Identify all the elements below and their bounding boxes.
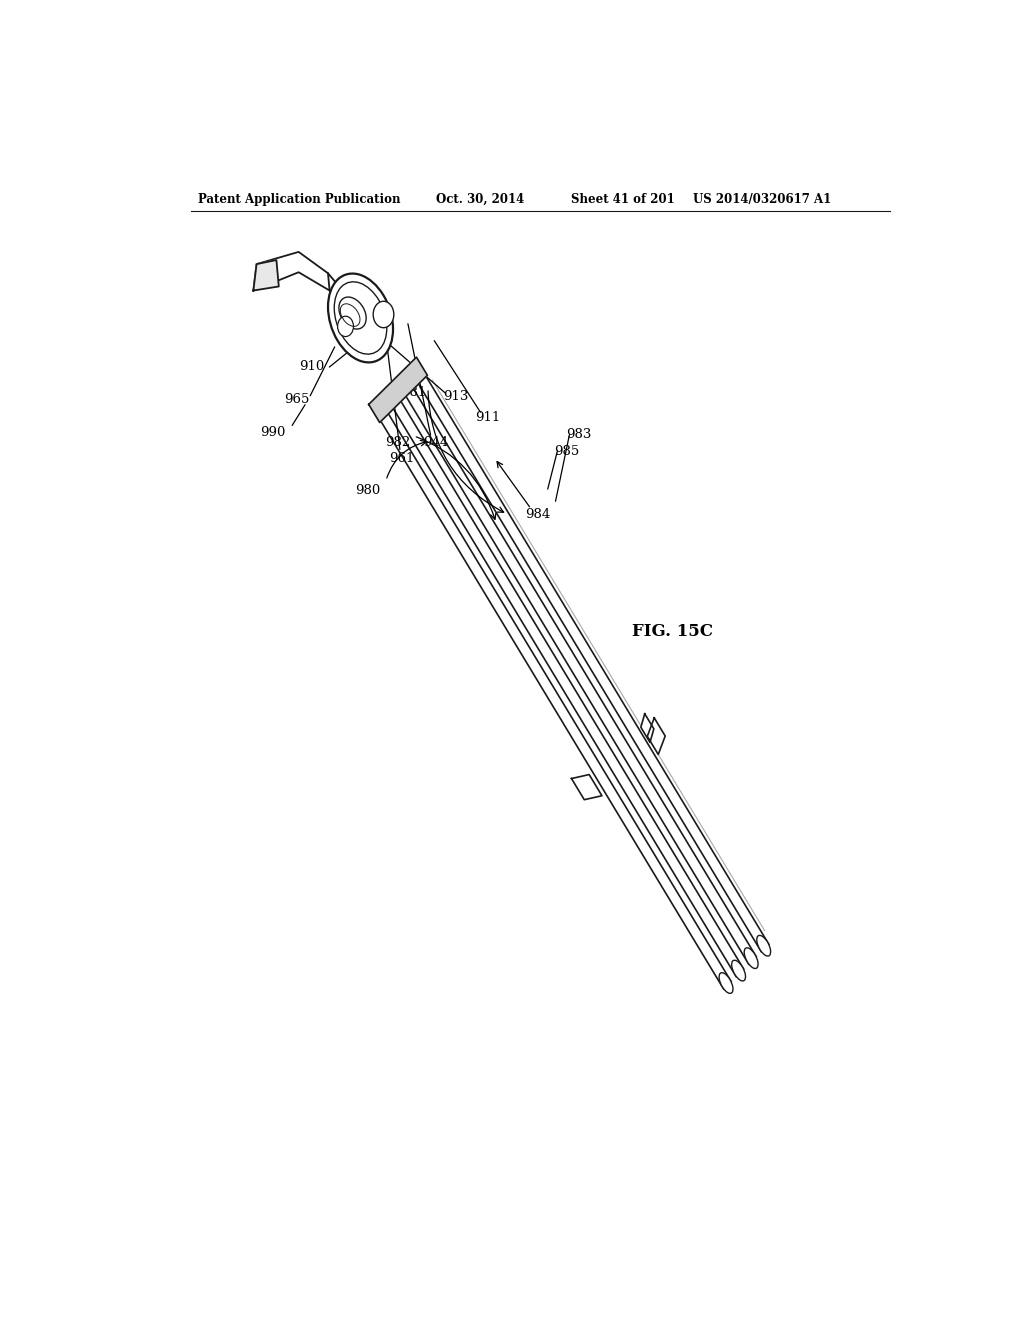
Text: 983: 983 bbox=[566, 429, 592, 441]
Circle shape bbox=[373, 301, 394, 327]
Polygon shape bbox=[253, 252, 330, 290]
Ellipse shape bbox=[328, 273, 393, 363]
Polygon shape bbox=[369, 358, 427, 422]
Text: US 2014/0320617 A1: US 2014/0320617 A1 bbox=[693, 193, 831, 206]
Text: Patent Application Publication: Patent Application Publication bbox=[198, 193, 400, 206]
Text: 944: 944 bbox=[423, 437, 449, 450]
Text: 965: 965 bbox=[285, 393, 309, 405]
Text: 984: 984 bbox=[525, 508, 550, 520]
Text: Oct. 30, 2014: Oct. 30, 2014 bbox=[436, 193, 524, 206]
Text: 981: 981 bbox=[401, 385, 426, 399]
Polygon shape bbox=[647, 718, 666, 755]
Text: 980: 980 bbox=[355, 484, 380, 498]
Text: 913: 913 bbox=[443, 389, 468, 403]
Text: 911: 911 bbox=[475, 411, 500, 424]
Ellipse shape bbox=[719, 973, 733, 994]
Text: 985: 985 bbox=[554, 445, 580, 458]
Ellipse shape bbox=[732, 960, 745, 981]
Text: 910: 910 bbox=[299, 360, 325, 374]
Text: 961: 961 bbox=[389, 451, 415, 465]
Circle shape bbox=[338, 317, 353, 337]
Text: 990: 990 bbox=[260, 426, 285, 440]
Text: Sheet 41 of 201: Sheet 41 of 201 bbox=[570, 193, 675, 206]
Ellipse shape bbox=[339, 297, 367, 329]
Text: FIG. 15C: FIG. 15C bbox=[632, 623, 713, 639]
Text: 982: 982 bbox=[385, 437, 411, 450]
Ellipse shape bbox=[744, 948, 758, 969]
Ellipse shape bbox=[757, 936, 771, 956]
Polygon shape bbox=[641, 714, 654, 742]
Polygon shape bbox=[253, 260, 279, 290]
Polygon shape bbox=[571, 775, 602, 800]
